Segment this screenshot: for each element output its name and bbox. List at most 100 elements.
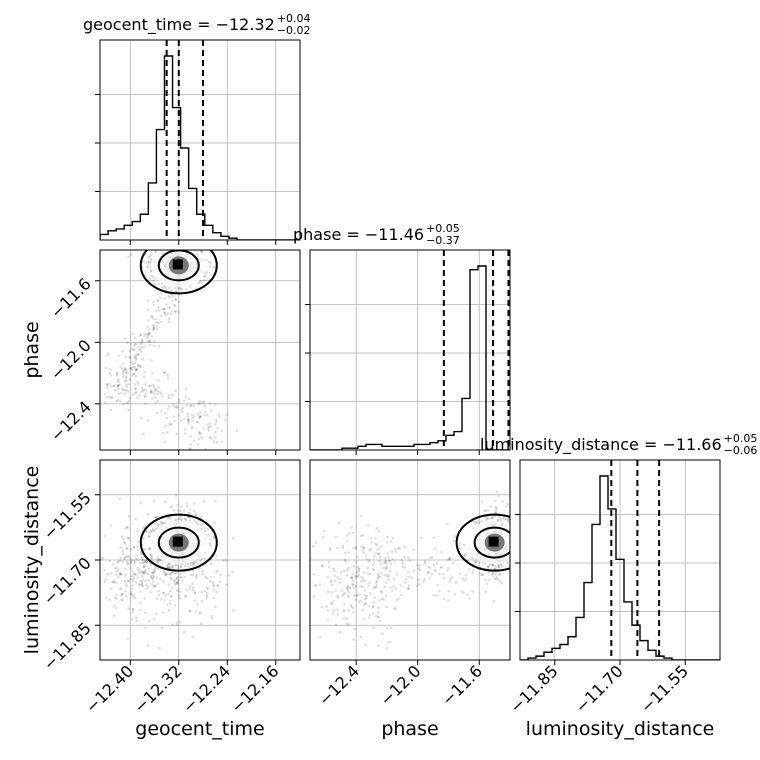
sample-point <box>174 298 178 302</box>
sample-point <box>193 592 197 595</box>
sample-point <box>134 354 138 357</box>
sample-point <box>165 430 169 434</box>
sample-point <box>128 396 132 400</box>
sample-point <box>206 587 210 591</box>
sample-point <box>140 350 143 353</box>
sample-point <box>125 562 129 565</box>
sample-point <box>222 559 226 563</box>
sample-point <box>137 345 141 349</box>
sample-point <box>140 338 144 342</box>
sample-point <box>379 589 382 593</box>
contour-inner <box>473 526 510 559</box>
sample-point <box>156 244 159 247</box>
sample-point <box>321 565 325 568</box>
ylabel-luminosity_distance: luminosity_distance <box>21 466 43 655</box>
sample-point <box>389 539 393 543</box>
sample-point <box>130 368 133 372</box>
sample-point <box>132 372 136 376</box>
sample-point <box>113 388 117 392</box>
sample-point <box>168 589 172 593</box>
sample-point <box>196 420 200 424</box>
sample-point <box>145 562 148 565</box>
sample-point <box>204 575 207 579</box>
sample-point <box>386 573 389 577</box>
sample-point <box>389 586 392 590</box>
sample-point <box>159 320 163 324</box>
sample-point <box>428 576 432 580</box>
sample-point <box>151 571 155 574</box>
sample-point <box>393 607 396 611</box>
sample-point <box>490 517 494 520</box>
sample-point <box>484 519 488 522</box>
sample-point <box>349 603 353 607</box>
sample-point <box>166 563 170 567</box>
sample-point <box>375 527 378 530</box>
sample-point <box>189 573 193 577</box>
sample-point <box>137 568 141 572</box>
sample-point <box>110 374 113 377</box>
sample-point <box>202 426 205 430</box>
hist-panel-luminosity_distance: luminosity_distance = −11.66 +0.05−0.06 <box>480 432 757 661</box>
sample-point <box>364 643 367 647</box>
sample-point <box>225 559 228 562</box>
sample-point <box>110 396 114 400</box>
xtick-label-luminosity_distance-1: −11.70 <box>572 661 627 716</box>
sample-point <box>355 594 359 597</box>
sample-point <box>432 593 436 597</box>
sample-point <box>109 408 113 412</box>
sample-point <box>368 572 372 576</box>
sample-point <box>235 429 239 433</box>
sample-point <box>156 525 159 529</box>
sample-point <box>374 537 377 540</box>
sample-point <box>150 390 153 394</box>
sample-point <box>157 385 161 389</box>
sample-point <box>182 509 186 512</box>
sample-point <box>217 415 221 419</box>
sample-point <box>111 562 115 566</box>
sample-point <box>124 573 127 577</box>
sample-point <box>166 373 169 376</box>
sample-point <box>174 405 178 408</box>
sample-point <box>160 409 164 413</box>
sample-point <box>361 533 365 537</box>
sample-point <box>374 542 377 545</box>
sample-point <box>217 413 221 416</box>
sample-point <box>176 587 180 591</box>
sample-point <box>363 602 367 605</box>
sample-point <box>367 558 371 562</box>
sample-point <box>194 513 198 516</box>
sample-point <box>131 332 135 336</box>
sample-point <box>176 517 180 521</box>
sample-point <box>334 589 338 593</box>
sample-point <box>161 243 164 246</box>
sample-point <box>121 549 125 553</box>
sample-point <box>172 303 176 307</box>
sample-point <box>142 375 146 379</box>
sample-point <box>412 548 416 552</box>
sample-point <box>127 562 130 565</box>
sample-point <box>128 349 132 353</box>
sample-point <box>174 245 177 248</box>
histogram-phase <box>310 265 510 450</box>
sample-point <box>151 573 155 577</box>
sample-point <box>184 594 187 598</box>
sample-point <box>198 415 202 419</box>
sample-point <box>165 565 169 568</box>
sample-point <box>188 609 192 613</box>
sample-point <box>150 334 154 338</box>
sample-point <box>123 337 127 341</box>
sample-point <box>191 582 194 585</box>
sample-point <box>162 245 165 248</box>
sample-point <box>132 576 136 579</box>
sample-point <box>113 596 117 600</box>
sample-point <box>134 369 138 372</box>
sample-point <box>140 416 143 420</box>
sample-point <box>323 529 326 533</box>
sample-point <box>121 535 124 538</box>
sample-point <box>163 308 166 311</box>
sample-point <box>334 623 338 627</box>
sample-point <box>139 341 142 344</box>
sample-point <box>483 509 487 513</box>
sample-point <box>168 565 172 569</box>
sample-point <box>161 561 165 565</box>
